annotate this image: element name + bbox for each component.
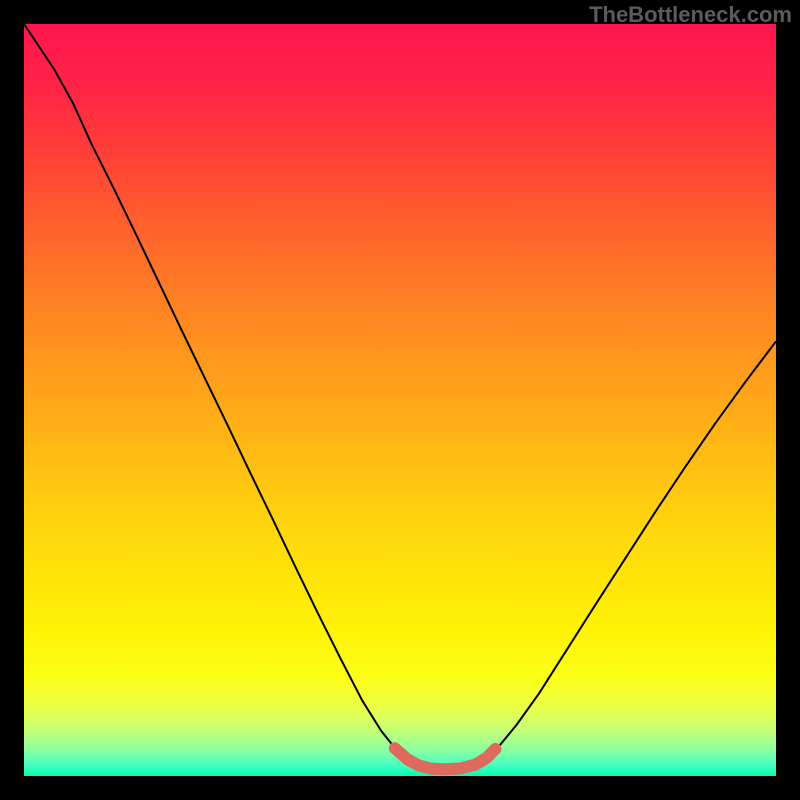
- bottleneck-chart: [0, 0, 800, 800]
- plot-background: [24, 24, 776, 776]
- chart-container: TheBottleneck.com: [0, 0, 800, 800]
- watermark-text: TheBottleneck.com: [589, 2, 792, 28]
